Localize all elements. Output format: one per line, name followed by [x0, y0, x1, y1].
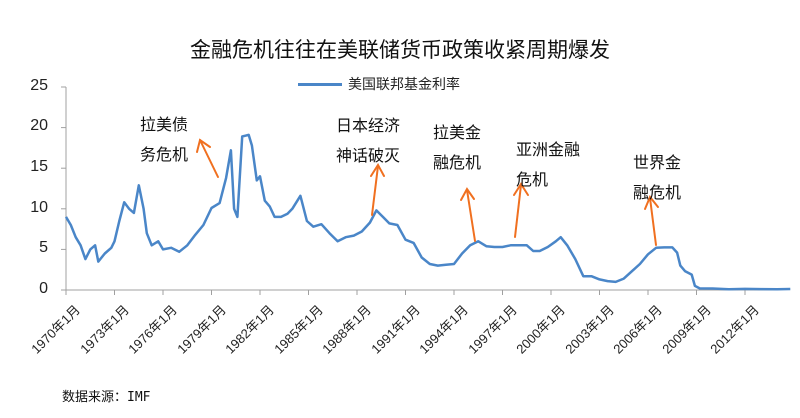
- y-tick-10: 10: [30, 199, 48, 216]
- annotation-arrows: [196, 138, 659, 246]
- arrow-japan: [370, 163, 385, 216]
- data-source: 数据来源：IMF: [62, 390, 151, 405]
- y-tick-5: 5: [39, 239, 48, 256]
- annotation-asian-financial-crisis: 亚洲金融 危机: [516, 140, 581, 189]
- annotation-latam-debt-crisis: 拉美债 务危机: [140, 115, 189, 164]
- chart-title: 金融危机往往在美联储货币政策收紧周期爆发: [190, 38, 610, 62]
- legend-swatch: [298, 82, 342, 86]
- annotation-latam-financial-crisis: 拉美金 融危机: [433, 123, 482, 172]
- arrow-global: [644, 195, 659, 246]
- arrow-latam-finance: [460, 187, 476, 242]
- y-tick-20: 20: [30, 117, 48, 134]
- arrow-latam-debt: [196, 138, 219, 178]
- annotation-global-financial-crisis: 世界金 融危机: [633, 153, 682, 202]
- y-tick-0: 0: [39, 280, 48, 297]
- legend: 美国联邦基金利率: [298, 74, 460, 94]
- legend-label: 美国联邦基金利率: [348, 77, 460, 93]
- arrow-asia: [513, 182, 529, 238]
- y-tick-15: 15: [30, 158, 48, 175]
- fed-funds-rate-line: [64, 133, 791, 291]
- y-tick-25: 25: [30, 77, 48, 94]
- annotation-japan-bubble: 日本经济 神话破灭: [336, 116, 401, 165]
